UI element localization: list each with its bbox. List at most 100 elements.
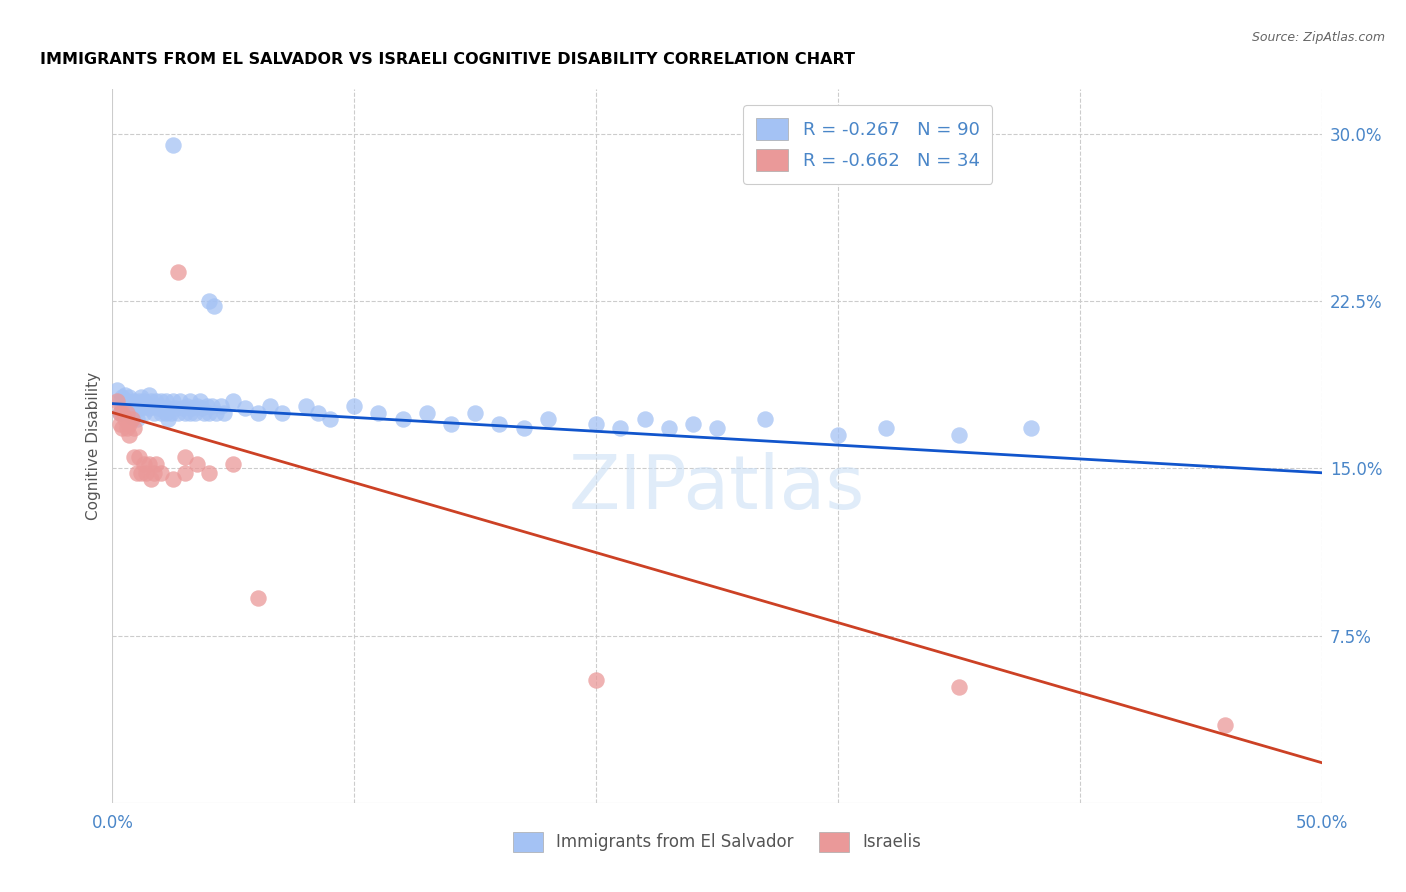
Point bbox=[111, 421, 134, 435]
Point bbox=[464, 405, 486, 419]
Point bbox=[141, 473, 163, 487]
Point bbox=[122, 394, 145, 409]
Point bbox=[108, 405, 131, 419]
Point bbox=[149, 405, 172, 419]
Point bbox=[319, 412, 342, 426]
Point bbox=[186, 457, 208, 471]
Point bbox=[165, 401, 187, 416]
Point bbox=[118, 401, 141, 416]
Point bbox=[174, 450, 197, 464]
Point bbox=[138, 387, 160, 401]
Point bbox=[209, 399, 232, 413]
Legend: Immigrants from El Salvador, Israelis: Immigrants from El Salvador, Israelis bbox=[506, 825, 928, 859]
Point bbox=[162, 137, 184, 152]
Y-axis label: Cognitive Disability: Cognitive Disability bbox=[86, 372, 101, 520]
Point bbox=[131, 390, 153, 404]
Point bbox=[131, 466, 153, 480]
Point bbox=[246, 591, 269, 605]
Point bbox=[152, 401, 174, 416]
Point bbox=[149, 394, 172, 409]
Point bbox=[754, 412, 776, 426]
Point bbox=[166, 405, 188, 419]
Point bbox=[115, 405, 138, 419]
Point bbox=[128, 394, 150, 409]
Point bbox=[125, 399, 148, 413]
Point bbox=[270, 405, 292, 419]
Point bbox=[181, 401, 204, 416]
Text: ZIPatlas: ZIPatlas bbox=[569, 452, 865, 525]
Point bbox=[122, 450, 145, 464]
Point bbox=[121, 409, 143, 424]
Point bbox=[585, 417, 607, 431]
Point bbox=[125, 466, 148, 480]
Point bbox=[142, 399, 165, 413]
Point bbox=[138, 457, 160, 471]
Point bbox=[114, 412, 136, 426]
Point bbox=[174, 466, 197, 480]
Point bbox=[948, 427, 970, 442]
Point bbox=[198, 466, 221, 480]
Point bbox=[609, 421, 631, 435]
Point bbox=[121, 399, 143, 413]
Point bbox=[115, 405, 138, 419]
Point bbox=[162, 473, 184, 487]
Point bbox=[145, 394, 167, 409]
Point bbox=[111, 401, 134, 416]
Point bbox=[440, 417, 463, 431]
Point bbox=[205, 405, 228, 419]
Point bbox=[114, 387, 136, 401]
Text: Source: ZipAtlas.com: Source: ZipAtlas.com bbox=[1251, 31, 1385, 45]
Point bbox=[132, 394, 155, 409]
Point bbox=[1213, 717, 1236, 731]
Point bbox=[114, 399, 136, 413]
Point bbox=[343, 399, 366, 413]
Point bbox=[179, 405, 201, 419]
Point bbox=[875, 421, 897, 435]
Point bbox=[141, 394, 163, 409]
Point bbox=[198, 293, 221, 308]
Point bbox=[125, 412, 148, 426]
Point bbox=[827, 427, 849, 442]
Point bbox=[122, 405, 145, 419]
Point bbox=[142, 466, 165, 480]
Point bbox=[948, 680, 970, 694]
Point bbox=[159, 405, 181, 419]
Point bbox=[682, 417, 704, 431]
Point bbox=[157, 412, 180, 426]
Point bbox=[235, 401, 257, 416]
Point bbox=[633, 412, 655, 426]
Point bbox=[1021, 421, 1043, 435]
Point bbox=[176, 399, 198, 413]
Point bbox=[169, 394, 191, 409]
Point bbox=[658, 421, 681, 435]
Point bbox=[198, 405, 221, 419]
Point bbox=[166, 265, 188, 279]
Point bbox=[222, 394, 245, 409]
Point bbox=[111, 405, 134, 419]
Point bbox=[259, 399, 281, 413]
Point bbox=[162, 394, 184, 409]
Point bbox=[135, 466, 157, 480]
Point bbox=[105, 394, 128, 409]
Point bbox=[183, 405, 205, 419]
Point bbox=[115, 394, 138, 409]
Point bbox=[122, 421, 145, 435]
Point bbox=[118, 390, 141, 404]
Point bbox=[188, 394, 211, 409]
Point bbox=[121, 412, 143, 426]
Point bbox=[585, 673, 607, 687]
Point bbox=[131, 401, 153, 416]
Point bbox=[118, 417, 141, 431]
Point bbox=[115, 421, 138, 435]
Point bbox=[142, 405, 165, 419]
Text: IMMIGRANTS FROM EL SALVADOR VS ISRAELI COGNITIVE DISABILITY CORRELATION CHART: IMMIGRANTS FROM EL SALVADOR VS ISRAELI C… bbox=[39, 53, 855, 67]
Point bbox=[138, 401, 160, 416]
Point bbox=[155, 394, 177, 409]
Point bbox=[201, 399, 224, 413]
Point bbox=[195, 399, 218, 413]
Point bbox=[191, 401, 214, 416]
Point bbox=[145, 457, 167, 471]
Point bbox=[105, 384, 128, 398]
Point bbox=[202, 298, 225, 312]
Point bbox=[488, 417, 510, 431]
